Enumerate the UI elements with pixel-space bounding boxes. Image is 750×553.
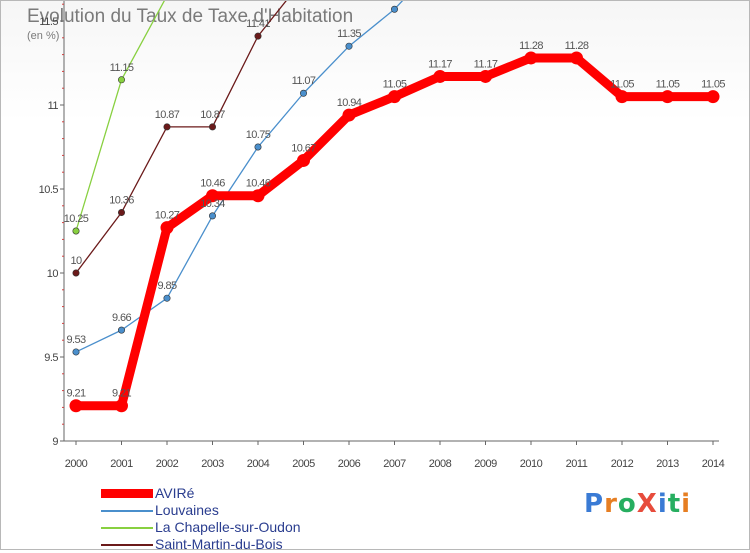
data-label-la-chapelle-sur-oudon: 11.15	[110, 62, 134, 74]
y-tick-label: 9	[52, 436, 58, 448]
proxiti-logo: ProXiti	[584, 489, 692, 519]
data-label-louvaines: 10.75	[246, 129, 271, 141]
x-tick-label: 2010	[520, 458, 543, 470]
x-tick-label: 2001	[110, 458, 133, 470]
y-tick-label: 9.5	[44, 352, 58, 364]
data-point-avir	[115, 399, 128, 413]
y-tick-label: 11	[48, 100, 59, 112]
line-chart: 99.51010.51111.51212.51313.5200020012002…	[39, 1, 726, 470]
y-tick-label: 10	[47, 268, 59, 280]
data-point-louvaines	[390, 5, 398, 13]
data-point-avir	[706, 90, 720, 104]
data-point-avir	[160, 221, 174, 235]
data-point-avir	[524, 51, 538, 65]
data-point-avir	[206, 189, 219, 203]
x-tick-label: 2003	[201, 458, 224, 470]
legend-label: Louvaines	[155, 502, 219, 518]
data-point-la-chapelle-sur-oudon	[72, 227, 80, 235]
data-point-saint-martin-du-bois	[254, 32, 262, 40]
data-label-louvaines: 11.35	[337, 28, 361, 40]
data-label-avir: 10.67	[291, 142, 316, 154]
chart-subtitle: (en %)	[27, 30, 60, 42]
data-point-avir	[251, 189, 265, 203]
data-point-avir	[570, 51, 583, 65]
data-point-louvaines	[254, 143, 262, 151]
data-label-saint-martin-du-bois: 10	[70, 255, 82, 267]
y-tick-label: 11.5	[39, 16, 58, 28]
data-point-saint-martin-du-bois	[163, 123, 171, 131]
data-label-avir: 10.94	[337, 97, 362, 109]
y-tick-label: 10.5	[39, 184, 59, 196]
data-label-avir: 11.28	[519, 40, 543, 52]
data-point-avir	[433, 69, 447, 83]
legend-swatch	[101, 510, 153, 512]
data-point-avir	[297, 153, 310, 167]
x-tick-label: 2013	[656, 458, 679, 470]
x-tick-label: 2011	[566, 458, 588, 470]
data-point-avir	[388, 90, 401, 104]
data-label-avir: 11.05	[656, 79, 680, 91]
x-tick-label: 2006	[338, 458, 361, 470]
data-point-avir	[661, 90, 674, 104]
x-tick-label: 2005	[292, 458, 315, 470]
data-point-avir	[69, 399, 83, 413]
data-label-louvaines: 10.34	[200, 198, 225, 210]
data-label-avir: 9.21	[112, 388, 131, 400]
data-point-louvaines	[118, 326, 126, 334]
data-label-avir: 11.05	[383, 79, 407, 91]
data-point-saint-martin-du-bois	[72, 269, 80, 277]
data-label-louvaines: 11.57	[383, 1, 407, 3]
legend-label: AVIRé	[155, 485, 195, 501]
legend-swatch	[101, 527, 153, 529]
data-label-louvaines: 9.66	[112, 312, 131, 324]
data-point-la-chapelle-sur-oudon	[118, 76, 126, 84]
data-label-la-chapelle-sur-oudon: 10.25	[64, 213, 89, 225]
data-label-avir: 11.05	[701, 79, 725, 91]
data-point-saint-martin-du-bois	[118, 209, 126, 217]
data-label-louvaines: 11.07	[292, 75, 316, 87]
data-label-avir: 11.17	[474, 58, 498, 70]
series-line-saint-martin-du-bois	[75, 1, 287, 274]
data-label-avir: 11.17	[428, 58, 452, 70]
data-point-louvaines	[163, 294, 171, 302]
legend-label: La Chapelle-sur-Oudon	[155, 519, 301, 535]
data-label-avir: 10.46	[246, 178, 271, 190]
data-point-louvaines	[72, 348, 80, 356]
x-tick-label: 2000	[65, 458, 88, 470]
x-tick-label: 2002	[156, 458, 179, 470]
data-label-saint-martin-du-bois: 10.36	[109, 195, 134, 207]
series-line-louvaines	[75, 1, 404, 353]
data-label-saint-martin-du-bois: 11.41	[246, 18, 270, 30]
data-point-avir	[479, 69, 492, 83]
x-tick-label: 2012	[611, 458, 634, 470]
legend-swatch	[101, 489, 153, 498]
data-label-saint-martin-du-bois: 10.87	[200, 109, 225, 121]
legend-swatch	[101, 544, 153, 546]
data-label-avir: 11.05	[610, 79, 634, 91]
data-point-louvaines	[209, 212, 217, 220]
data-label-saint-martin-du-bois: 10.87	[155, 109, 180, 121]
x-tick-label: 2007	[383, 458, 406, 470]
chart-title: Evolution du Taux de Taxe d'Habitation	[27, 6, 354, 27]
x-tick-label: 2008	[429, 458, 452, 470]
data-label-louvaines: 9.53	[66, 334, 85, 346]
x-tick-label: 2009	[474, 458, 497, 470]
data-label-avir: 11.28	[565, 40, 589, 52]
legend-label: Saint-Martin-du-Bois	[155, 536, 283, 552]
data-label-avir: 10.46	[200, 178, 225, 190]
x-tick-label: 2014	[702, 458, 725, 470]
data-label-avir: 9.21	[66, 388, 85, 400]
data-point-avir	[342, 108, 356, 122]
data-label-avir: 10.27	[155, 210, 180, 222]
x-tick-label: 2004	[247, 458, 270, 470]
data-point-louvaines	[299, 89, 307, 97]
data-point-saint-martin-du-bois	[209, 123, 217, 131]
data-label-louvaines: 9.85	[157, 280, 176, 292]
data-point-avir	[615, 90, 629, 104]
data-point-louvaines	[345, 42, 353, 50]
